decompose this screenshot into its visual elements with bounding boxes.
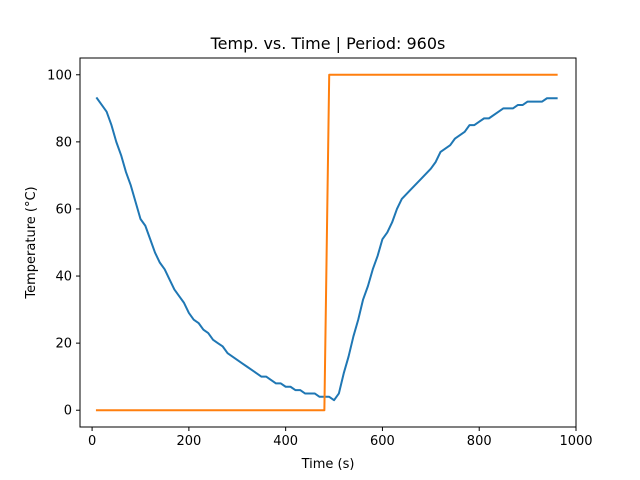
y-tick-label: 40 — [55, 270, 72, 285]
x-tick-label: 400 — [273, 434, 298, 449]
y-tick-label: 0 — [64, 404, 72, 419]
x-tick-label: 1000 — [559, 434, 592, 449]
y-axis-label: Temperature (°C) — [24, 186, 39, 299]
series-line-2 — [95, 73, 558, 412]
x-axis-label: Time (s) — [301, 457, 355, 472]
y-tick-label: 60 — [55, 202, 72, 217]
series-line-1 — [95, 96, 558, 402]
y-tick-label: 20 — [55, 337, 72, 352]
x-tick-label: 0 — [88, 434, 96, 449]
y-tick-label: 80 — [55, 135, 72, 150]
x-axis: 0 200 400 600 800 1000 — [88, 427, 593, 449]
plot-area — [95, 73, 558, 412]
axes-frame — [79, 57, 577, 428]
y-axis: 0 20 40 60 80 100 — [47, 68, 80, 419]
x-tick-label: 600 — [370, 434, 395, 449]
x-tick-label: 800 — [467, 434, 492, 449]
x-tick-label: 200 — [176, 434, 201, 449]
y-tick-label: 100 — [47, 68, 72, 83]
chart-title: Temp. vs. Time | Period: 960s — [210, 34, 446, 53]
